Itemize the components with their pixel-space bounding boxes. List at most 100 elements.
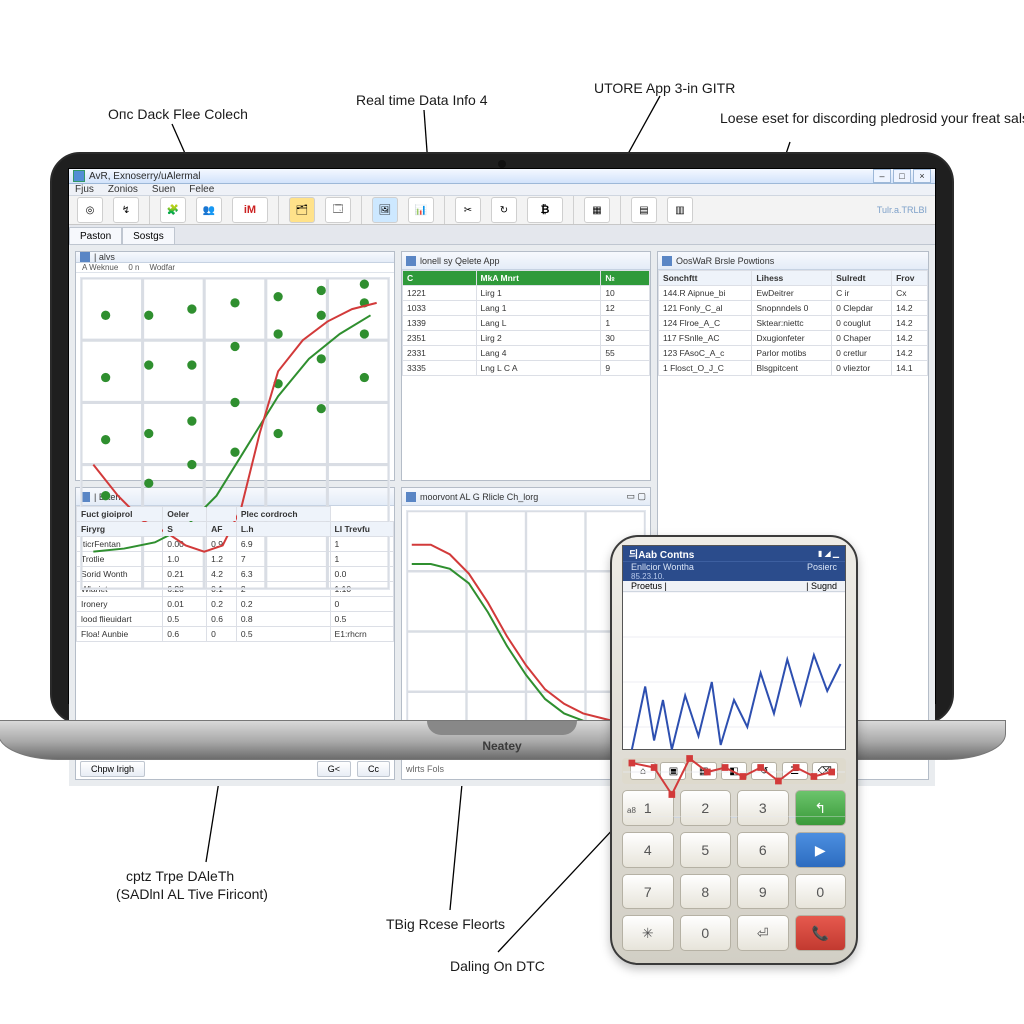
column-header[interactable]: Firyrg (77, 522, 163, 537)
window-min-button[interactable]: – (873, 169, 891, 183)
toolbar-button[interactable]: ↯ (113, 197, 139, 223)
menu-item[interactable]: Fjus (75, 184, 94, 195)
menu-item[interactable]: Zonios (108, 184, 138, 195)
phone-key[interactable]: 5 (680, 832, 732, 868)
phone-key[interactable]: 9 (737, 874, 789, 909)
column-header[interactable]: Sulredt (832, 271, 892, 286)
table-row[interactable]: 117 FSnlle_ACDxugionfeter0 Chaper14.2 (659, 331, 928, 346)
window-close-button[interactable]: × (913, 169, 931, 183)
toolbar-button[interactable]: 🧩 (160, 197, 186, 223)
table-row[interactable]: 1221Lirg 110 (403, 286, 650, 301)
toolbar-button[interactable]: ↻ (491, 197, 517, 223)
table-cell: 0.6 (163, 627, 207, 642)
chart-toolbar-item[interactable]: A Weknue (82, 263, 118, 272)
phone-key[interactable]: 8 (680, 874, 732, 909)
column-header[interactable]: C (403, 271, 477, 286)
column-header[interactable] (207, 507, 237, 522)
toolbar-button[interactable]: ▦ (584, 197, 610, 223)
chart-toolbar-item[interactable]: Wodfar (149, 263, 175, 272)
phone-key[interactable]: ▶ (795, 832, 847, 868)
phone-key[interactable]: 6 (737, 832, 789, 868)
toolbar-link[interactable]: Tulr.a.TRLBI (877, 205, 927, 215)
toolbar-button[interactable]: 🗔 (325, 197, 351, 223)
column-header[interactable]: Sonchftt (659, 271, 752, 286)
table-cell: Blsgpitcent (752, 361, 832, 376)
window-max-button[interactable]: □ (893, 169, 911, 183)
table-button[interactable]: G< (317, 761, 351, 777)
table-button[interactable]: Chpw Irigh (80, 761, 145, 777)
list-table: CMkA Mnrt№ 1221Lirg 1101033Lang 1121339L… (402, 270, 650, 376)
phone-tab[interactable]: Proetus | (631, 581, 667, 591)
phone-key[interactable]: 4 (622, 832, 674, 868)
phone-tab[interactable]: | Sugnd (806, 581, 837, 591)
table-row[interactable]: 124 Flroe_A_CSktear:niettc0 couglut14.2 (659, 316, 928, 331)
chart-panel-1: | alvs A Weknue 0 n Wodfar Little Depls (75, 251, 395, 481)
column-header[interactable]: LI Trevfu (330, 522, 393, 537)
table-cell: Lang L (476, 316, 601, 331)
toolbar-button[interactable]: 📊 (408, 197, 434, 223)
table-row[interactable]: 1339Lang L1 (403, 316, 650, 331)
table-row[interactable]: 2331Lang 455 (403, 346, 650, 361)
column-header[interactable]: Frov (892, 271, 928, 286)
table-cell: Parlor motibs (752, 346, 832, 361)
column-header[interactable]: Lihess (752, 271, 832, 286)
toolbar-button[interactable]: 👥 (196, 197, 222, 223)
table-cell: Lirg 1 (476, 286, 601, 301)
table-row[interactable]: 121 Fonly_C_alSnopnndels 00 Clepdar14.2 (659, 301, 928, 316)
phone-titlebar: 듸Aab Contns ▮ ◢ ▁ (623, 546, 845, 561)
table-row[interactable]: 123 FAsoC_A_cParlor motibs0 cretlur14.2 (659, 346, 928, 361)
table-cell: Ironery (77, 597, 163, 612)
table-row[interactable]: 2351Lirg 230 (403, 331, 650, 346)
toolbar-button[interactable]: ✂ (455, 197, 481, 223)
chart-1 (80, 277, 390, 590)
callout-4: Loese eset for discording pledrosid your… (720, 110, 1024, 128)
toolbar-button[interactable]: ◎ (77, 197, 103, 223)
table-row[interactable]: Ironery0.010.20.20 (77, 597, 394, 612)
column-header[interactable]: Oeler (163, 507, 207, 522)
table-button[interactable]: Cc (357, 761, 390, 777)
column-header[interactable]: Fuct gioiprol (77, 507, 163, 522)
menu-item[interactable]: Suen (152, 184, 175, 195)
tab[interactable]: Sostgs (122, 227, 175, 244)
toolbar-button[interactable]: iM (232, 197, 268, 223)
table-cell: 0.6 (207, 612, 237, 627)
table-cell: Snopnndels 0 (752, 301, 832, 316)
column-header[interactable]: № (601, 271, 650, 286)
table-cell: 3335 (403, 361, 477, 376)
phone-key[interactable]: 0 (680, 915, 732, 951)
menu-bar: Fjus Zonios Suen Felee (69, 184, 935, 196)
panel-title: moorvont AL G Rlicle Ch_lorg (420, 492, 538, 502)
table-cell: 9 (601, 361, 650, 376)
table-row[interactable]: lood flieuidart0.50.60.80.5 (77, 612, 394, 627)
table-row[interactable]: Floa! Aunbie0.600.5E1:rhcrn (77, 627, 394, 642)
table-row[interactable]: 144.R Aipnue_biEwDeitrerC irCx (659, 286, 928, 301)
table-cell: lood flieuidart (77, 612, 163, 627)
phone-key[interactable]: 0 (795, 874, 847, 909)
toolbar: ◎ ↯ 🧩 👥 iM 🗂 🗔 🖼 📊 ✂ ↻ ₿ ▦ ▤ ▥ Tulr.a.TR… (69, 196, 935, 225)
phone-key[interactable]: ⏎ (737, 915, 789, 951)
tab[interactable]: Paston (69, 227, 122, 244)
menu-item[interactable]: Felee (189, 184, 214, 195)
toolbar-button[interactable]: 🗂 (289, 197, 315, 223)
toolbar-button[interactable]: ▤ (631, 197, 657, 223)
column-header[interactable]: L.h (236, 522, 330, 537)
toolbar-button[interactable]: ▥ (667, 197, 693, 223)
callout-1: Oпc Dack Flee Colech (108, 106, 248, 122)
table-row[interactable]: 3335Lng L C A9 (403, 361, 650, 376)
toolbar-button[interactable]: ₿ (527, 197, 563, 223)
column-header[interactable]: S (163, 522, 207, 537)
column-header[interactable]: MkA Mnrt (476, 271, 601, 286)
table-cell: 0.8 (236, 612, 330, 627)
phone-key[interactable]: 7 (622, 874, 674, 909)
table-row[interactable]: 1033Lang 112 (403, 301, 650, 316)
column-header[interactable]: AF (207, 522, 237, 537)
phone-key[interactable]: 📞 (795, 915, 847, 951)
phone-key[interactable]: ✳ (622, 915, 674, 951)
chart-toolbar-item[interactable]: 0 n (128, 263, 139, 272)
toolbar-button[interactable]: 🖼 (372, 197, 398, 223)
phone-subbar: Enllcior Wontha Posierc (623, 561, 845, 572)
data-table: SonchfttLihessSulredtFrov 144.R Aipnue_b… (658, 270, 928, 376)
table-row[interactable]: 1 Flosct_O_J_CBlsgpitcent0 vlieztor14.1 (659, 361, 928, 376)
column-header[interactable]: Plec cordroch (236, 507, 330, 522)
phone-sub-label: Posierc (807, 562, 837, 572)
